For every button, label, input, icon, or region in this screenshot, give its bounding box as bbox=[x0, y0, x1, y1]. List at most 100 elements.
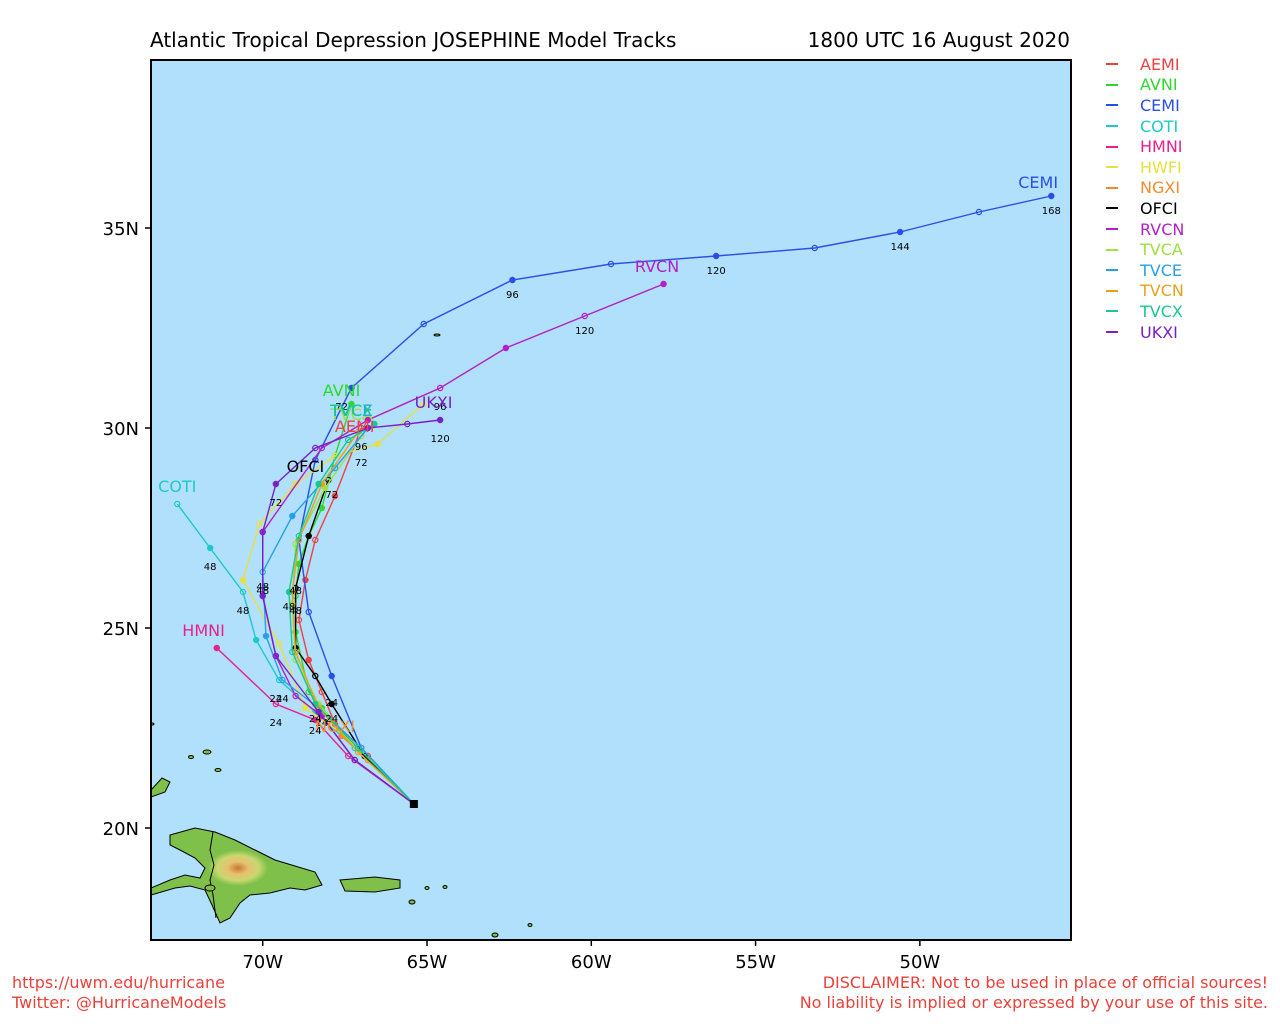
track-point bbox=[420, 400, 427, 408]
legend-item-tvca: TVCA bbox=[1100, 239, 1270, 260]
footer-liability: No liability is implied or expressed by … bbox=[799, 993, 1268, 1012]
track-point bbox=[239, 588, 247, 596]
legend-item-tvcn: TVCN bbox=[1100, 281, 1270, 302]
track-ukxi bbox=[259, 416, 444, 805]
track-point bbox=[272, 700, 280, 708]
lat-tick-label: 25N bbox=[103, 619, 139, 640]
track-point bbox=[315, 708, 322, 716]
track-point bbox=[279, 676, 286, 684]
border-line bbox=[209, 831, 217, 919]
forecast-hour-label: 72 bbox=[335, 402, 348, 413]
legend-label: AEMI bbox=[1140, 54, 1180, 74]
track-point bbox=[312, 716, 319, 724]
track-point bbox=[315, 480, 322, 488]
track-point bbox=[262, 632, 270, 640]
model-name-label: TVCX bbox=[329, 401, 373, 420]
tracks-layer bbox=[174, 192, 1055, 805]
track-point bbox=[289, 512, 296, 520]
track-point bbox=[1048, 192, 1055, 200]
track-point bbox=[371, 420, 378, 428]
track-point bbox=[272, 652, 280, 660]
track-point bbox=[607, 260, 615, 268]
legend-swatch bbox=[1106, 207, 1118, 210]
forecast-hour-label: 72 bbox=[355, 458, 368, 469]
track-point bbox=[354, 748, 362, 756]
track-point bbox=[348, 400, 355, 408]
forecast-hour-label: 48 bbox=[237, 606, 250, 617]
track-point bbox=[348, 384, 355, 392]
track-point bbox=[358, 432, 365, 440]
footer-url[interactable]: https://uwm.edu/hurricane bbox=[12, 973, 225, 992]
labels-layer: 2496AEMI244872AVNI96120144168CEMI244848C… bbox=[158, 173, 1061, 737]
legend-item-coti: COTI bbox=[1100, 116, 1270, 137]
legend-label: TVCE bbox=[1140, 260, 1182, 280]
lon-tick-label: 60W bbox=[571, 952, 612, 973]
legend-swatch bbox=[1106, 166, 1118, 169]
track-point bbox=[292, 692, 299, 700]
forecast-hour-label: 24 bbox=[325, 714, 338, 725]
footer-disclaimer: DISCLAIMER: Not to be used in place of o… bbox=[822, 973, 1268, 992]
forecast-hour-label: 48 bbox=[204, 562, 217, 573]
model-name-label: COTI bbox=[158, 477, 196, 496]
forecast-hour-label: 24 bbox=[269, 718, 282, 729]
track-point bbox=[712, 252, 720, 260]
track-point bbox=[289, 648, 296, 656]
track-point bbox=[305, 608, 312, 616]
track-point bbox=[305, 656, 312, 664]
forecast-hour-label: 24 bbox=[315, 718, 328, 729]
lon-tick-label: 50W bbox=[900, 952, 941, 973]
legend-label: HWFI bbox=[1140, 157, 1182, 177]
forecast-hour-label: 96 bbox=[355, 442, 368, 453]
legend-label: OFCI bbox=[1140, 198, 1178, 218]
legend-item-ofci: OFCI bbox=[1100, 198, 1270, 219]
legend-swatch bbox=[1106, 248, 1118, 251]
legend-swatch bbox=[1106, 104, 1118, 107]
land-group bbox=[151, 333, 533, 938]
forecast-hour-label: 48 bbox=[256, 586, 269, 597]
legend-swatch bbox=[1106, 125, 1118, 128]
track-point bbox=[239, 576, 247, 584]
model-name-label: HMNI bbox=[182, 621, 225, 640]
model-name-label: TVCA bbox=[329, 405, 373, 424]
legend-item-tvcx: TVCX bbox=[1100, 301, 1270, 322]
legend-label: COTI bbox=[1140, 116, 1179, 136]
forecast-hour-label: 48 bbox=[256, 582, 269, 593]
model-name-label: AVNI bbox=[323, 381, 361, 400]
track-point bbox=[436, 384, 444, 392]
track-point bbox=[321, 484, 329, 492]
legend-label: AVNI bbox=[1140, 75, 1178, 95]
plot-frame bbox=[150, 59, 1072, 941]
track-point bbox=[811, 244, 818, 252]
track-point bbox=[312, 444, 319, 452]
legend-label: RVCN bbox=[1140, 219, 1185, 239]
forecast-hour-label: 96 bbox=[434, 402, 447, 413]
footer-left: https://uwm.edu/hurricane Twitter: @Hurr… bbox=[12, 973, 226, 1013]
model-name-label: CEMI bbox=[1018, 173, 1058, 192]
track-point bbox=[331, 492, 339, 500]
track-point bbox=[660, 280, 667, 288]
model-name-label: TVCE bbox=[329, 401, 372, 420]
track-point bbox=[272, 480, 280, 488]
legend-item-ngxi: NGXI bbox=[1100, 178, 1270, 199]
legend-swatch bbox=[1106, 83, 1118, 86]
track-point bbox=[305, 532, 312, 540]
track-point bbox=[509, 276, 516, 284]
legend-swatch bbox=[1106, 331, 1118, 334]
legend-item-ukxi: UKXI bbox=[1100, 322, 1270, 343]
track-point bbox=[259, 528, 266, 536]
lon-tick-label: 65W bbox=[407, 952, 448, 973]
ocean-area bbox=[151, 60, 1071, 940]
legend-swatch bbox=[1106, 310, 1118, 313]
legend-swatch bbox=[1106, 289, 1118, 292]
track-point bbox=[374, 440, 381, 448]
legend-item-aemi: AEMI bbox=[1100, 54, 1270, 75]
model-name-label: UKXI bbox=[415, 393, 453, 412]
forecast-hour-label: 72 bbox=[325, 490, 338, 501]
track-point bbox=[275, 640, 283, 648]
legend-label: CEMI bbox=[1140, 95, 1180, 115]
track-line bbox=[262, 419, 441, 805]
track-point bbox=[252, 636, 260, 644]
lat-tick-label: 20N bbox=[103, 819, 139, 840]
forecast-hour-label: 48 bbox=[289, 606, 302, 617]
